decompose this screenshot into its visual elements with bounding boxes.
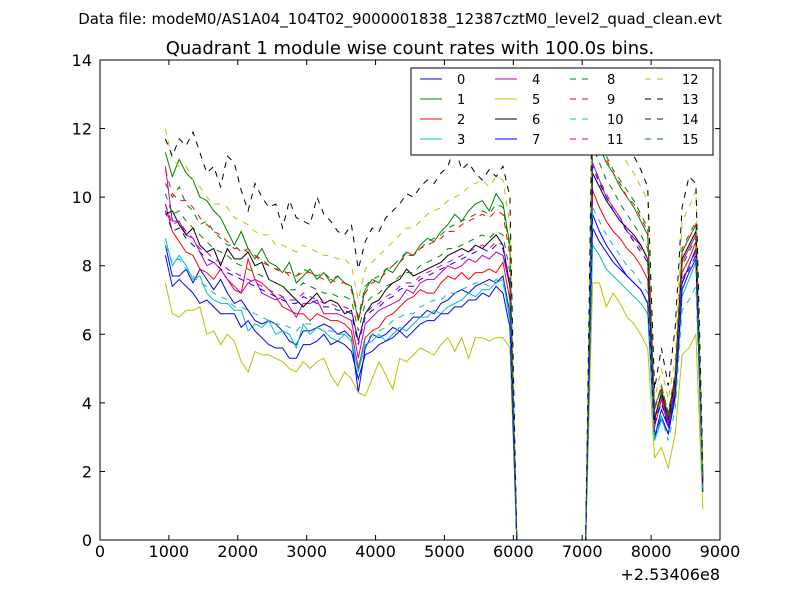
legend-label-9: 9 bbox=[607, 93, 615, 108]
x-tick-label: 5000 bbox=[424, 542, 465, 561]
plot-frame bbox=[99, 59, 721, 541]
y-tick-label: 6 bbox=[82, 325, 92, 344]
y-tick-label: 0 bbox=[82, 531, 92, 550]
y-tick-label: 8 bbox=[82, 257, 92, 276]
y-tick-label: 4 bbox=[82, 394, 92, 413]
legend-label-12: 12 bbox=[682, 73, 699, 88]
legend-box bbox=[410, 67, 714, 156]
x-tick-label: 9000 bbox=[700, 542, 741, 561]
series-line-0 bbox=[164, 227, 704, 540]
legend-label-14: 14 bbox=[682, 113, 699, 128]
x-tick-label: 0 bbox=[95, 542, 105, 561]
y-tick-label: 14 bbox=[72, 51, 92, 70]
legend-label-13: 13 bbox=[682, 93, 699, 108]
y-tick-label: 2 bbox=[82, 462, 92, 481]
legend-label-8: 8 bbox=[607, 73, 615, 88]
x-tick-label: 2000 bbox=[217, 542, 258, 561]
x-tick-label: 6000 bbox=[493, 542, 534, 561]
series-line-14 bbox=[164, 166, 704, 540]
series-line-5 bbox=[164, 282, 704, 540]
chart-suptitle: Data file: modeM0/AS1A04_104T02_90000018… bbox=[78, 10, 722, 29]
series-layer bbox=[164, 66, 704, 540]
x-tick-label: 8000 bbox=[631, 542, 672, 561]
series-line-9 bbox=[164, 124, 704, 540]
y-tick-label: 10 bbox=[72, 188, 92, 207]
series-line-12 bbox=[164, 83, 704, 540]
legend-label-7: 7 bbox=[532, 133, 540, 148]
series-line-10 bbox=[164, 207, 704, 540]
y-tick-label: 12 bbox=[72, 120, 92, 139]
x-offset-label: +2.53406e8 bbox=[620, 565, 720, 584]
legend-label-11: 11 bbox=[607, 133, 624, 148]
chart-title: Quadrant 1 module wise count rates with … bbox=[166, 38, 655, 59]
x-tick-label: 7000 bbox=[562, 542, 603, 561]
legend-label-15: 15 bbox=[682, 133, 699, 148]
legend-label-0: 0 bbox=[457, 73, 465, 88]
legend-label-10: 10 bbox=[607, 113, 624, 128]
x-tick-label: 1000 bbox=[149, 542, 190, 561]
legend-label-3: 3 bbox=[457, 133, 465, 148]
series-line-11 bbox=[164, 162, 704, 540]
x-tick-label: 3000 bbox=[286, 542, 327, 561]
series-line-3 bbox=[164, 238, 704, 540]
legend-label-2: 2 bbox=[457, 113, 465, 128]
x-tick-label: 4000 bbox=[355, 542, 396, 561]
legend-label-1: 1 bbox=[457, 93, 465, 108]
legend-label-4: 4 bbox=[532, 73, 540, 88]
legend-label-5: 5 bbox=[532, 93, 540, 108]
tick-layer: 0 1000 2000 3000 4000 5000 6000 7000 8000 9000 0 2 4… bbox=[72, 51, 741, 561]
legend-label-6: 6 bbox=[532, 113, 540, 128]
series-line-7 bbox=[164, 214, 704, 540]
